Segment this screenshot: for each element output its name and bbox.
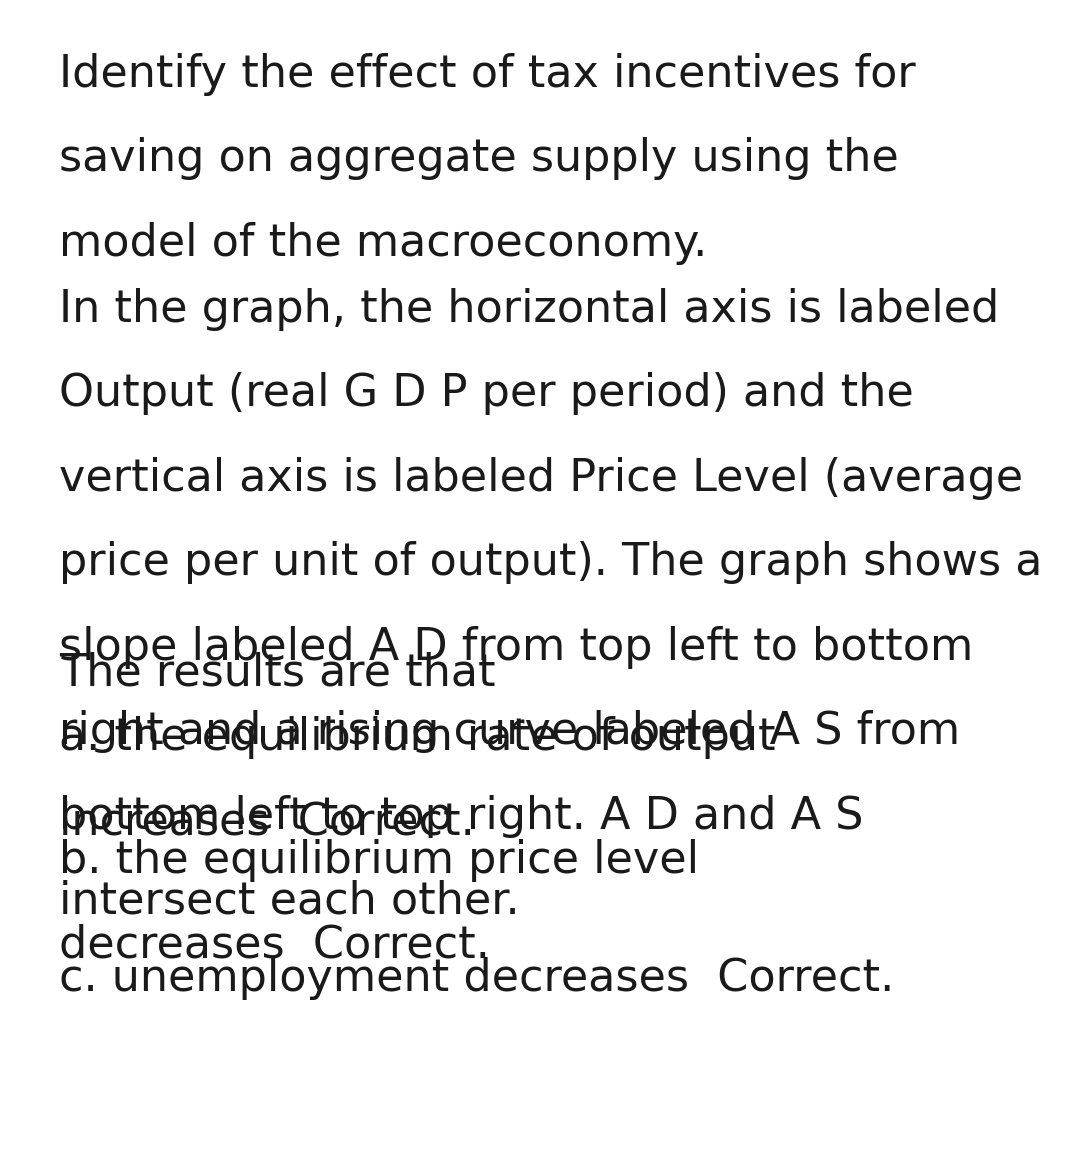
Text: b. the equilibrium price level: b. the equilibrium price level: [59, 839, 700, 883]
Text: right and a rising curve labeled A S from: right and a rising curve labeled A S fro…: [59, 710, 960, 754]
Text: decreases  Correct.: decreases Correct.: [59, 924, 490, 967]
Text: a. the equilibrium rate of output: a. the equilibrium rate of output: [59, 716, 777, 760]
Text: bottom left to top right. A D and A S: bottom left to top right. A D and A S: [59, 795, 864, 838]
Text: increases  Correct.: increases Correct.: [59, 801, 475, 844]
Text: intersect each other.: intersect each other.: [59, 879, 521, 923]
Text: price per unit of output). The graph shows a: price per unit of output). The graph sho…: [59, 541, 1043, 585]
Text: model of the macroeconomy.: model of the macroeconomy.: [59, 222, 707, 265]
Text: In the graph, the horizontal axis is labeled: In the graph, the horizontal axis is lab…: [59, 288, 1000, 331]
Text: The results are that: The results are that: [59, 652, 496, 695]
Text: vertical axis is labeled Price Level (average: vertical axis is labeled Price Level (av…: [59, 457, 1024, 500]
Text: c. unemployment decreases  Correct.: c. unemployment decreases Correct.: [59, 957, 894, 1000]
Text: Identify the effect of tax incentives for: Identify the effect of tax incentives fo…: [59, 53, 916, 96]
Text: Output (real G D P per period) and the: Output (real G D P per period) and the: [59, 372, 914, 416]
Text: saving on aggregate supply using the: saving on aggregate supply using the: [59, 137, 900, 181]
Text: slope labeled A D from top left to bottom: slope labeled A D from top left to botto…: [59, 626, 974, 669]
